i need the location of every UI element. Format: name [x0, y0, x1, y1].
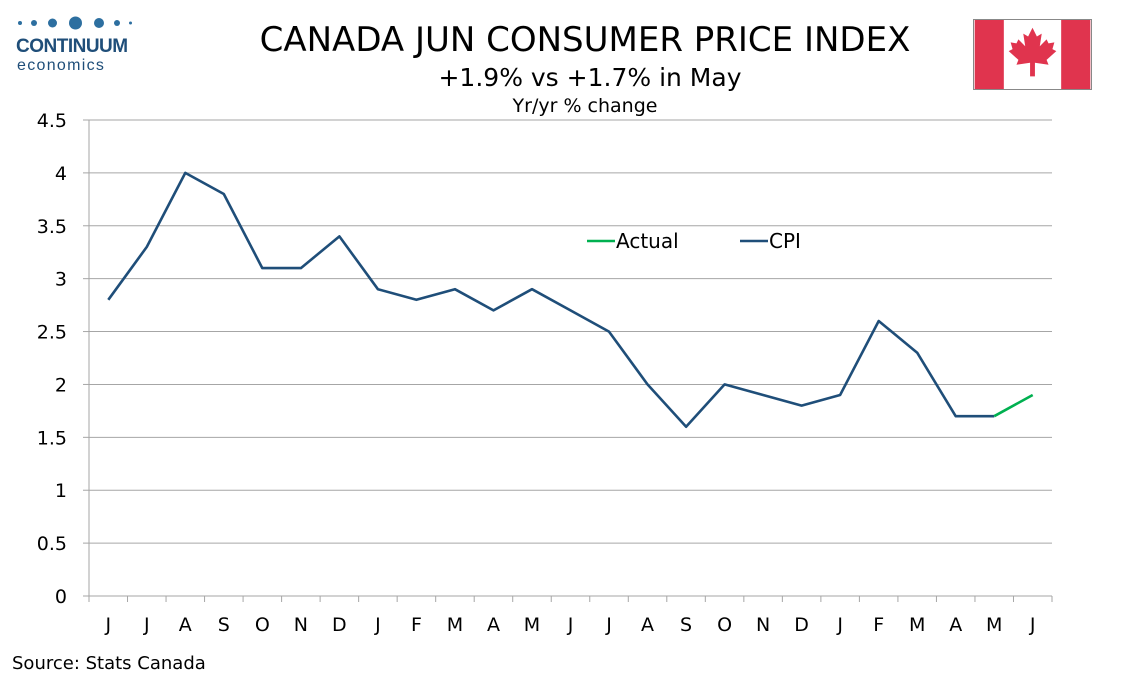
- y-tick-label: 3.5: [37, 216, 67, 238]
- y-tick-label: 0.5: [37, 533, 67, 555]
- x-tick-label: M: [909, 614, 925, 636]
- series-line-actual: [993, 393, 1034, 418]
- x-tick-label: F: [873, 614, 884, 636]
- y-tick-label: 3: [55, 269, 67, 291]
- x-tick-label: J: [104, 614, 111, 636]
- chart-subtitle: +1.9% vs +1.7% in May: [438, 63, 742, 92]
- chart-title: CANADA JUN CONSUMER PRICE INDEX: [259, 20, 911, 60]
- x-tick-label: A: [487, 614, 500, 636]
- y-tick-label: 4: [55, 163, 67, 185]
- x-tick-label: O: [717, 614, 732, 636]
- x-tick-label: J: [374, 614, 381, 636]
- x-tick-label: A: [641, 614, 654, 636]
- x-tick-label: M: [986, 614, 1002, 636]
- x-tick-label: A: [949, 614, 962, 636]
- y-tick-label: 0: [55, 586, 67, 608]
- x-tick-label: J: [567, 614, 574, 636]
- x-tick-label: M: [524, 614, 540, 636]
- x-tick-label: M: [447, 614, 463, 636]
- logo-dots-icon: [16, 14, 132, 32]
- x-tick-label: J: [836, 614, 843, 636]
- x-tick-label: J: [1029, 614, 1036, 636]
- continuum-logo: CONTINUUM economics: [12, 14, 132, 76]
- series-lines: [107, 171, 1034, 429]
- axes: [83, 119, 1053, 602]
- gridlines: [89, 119, 1052, 544]
- y-tick-label: 2.5: [37, 322, 67, 344]
- x-tick-label: J: [605, 614, 612, 636]
- y-tick-labels: 0 0.5 1 1.5 2 2.5 3 3.5 4 4.5: [37, 110, 67, 608]
- canada-flag-icon: [973, 19, 1092, 90]
- x-tick-label: J: [143, 614, 150, 636]
- y-tick-label: 1.5: [37, 427, 67, 449]
- legend: Actual CPI: [587, 229, 801, 253]
- x-tick-label: N: [294, 614, 308, 636]
- x-tick-label: D: [332, 614, 347, 636]
- series-line-cpi: [107, 171, 995, 429]
- x-tick-label: D: [794, 614, 809, 636]
- source-note: Source: Stats Canada: [12, 653, 206, 674]
- x-tick-label: F: [411, 614, 422, 636]
- x-tick-label: O: [255, 614, 270, 636]
- legend-label-cpi: CPI: [769, 229, 801, 253]
- y-tick-label: 2: [55, 374, 67, 396]
- logo-wordmark: CONTINUUM: [16, 36, 128, 57]
- legend-label-actual: Actual: [616, 229, 679, 253]
- logo-subtitle: economics: [17, 57, 106, 74]
- x-tick-label: A: [179, 614, 192, 636]
- chart-unit-label: Yr/yr % change: [512, 95, 658, 117]
- x-tick-label: S: [218, 614, 230, 636]
- y-tick-label: 4.5: [37, 110, 67, 132]
- y-tick-label: 1: [55, 480, 67, 502]
- x-tick-label: S: [680, 614, 692, 636]
- x-tick-label: N: [756, 614, 770, 636]
